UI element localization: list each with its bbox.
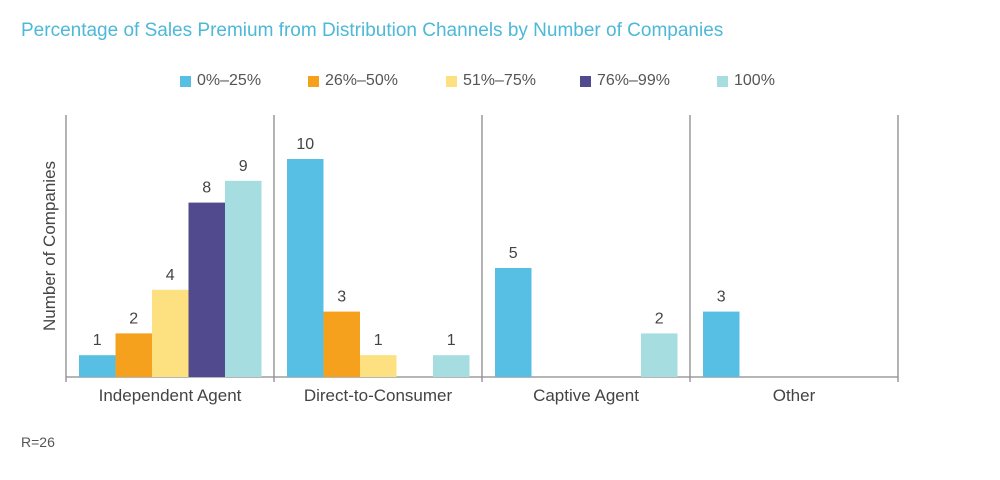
bar — [79, 355, 116, 377]
bar — [287, 159, 324, 377]
legend-swatch — [446, 75, 457, 87]
data-label: 10 — [296, 136, 314, 153]
data-label: 3 — [337, 289, 346, 306]
footnote: R=26 — [21, 434, 55, 450]
bar — [703, 311, 740, 377]
bar — [433, 355, 470, 377]
legend: 0%–25% 26%–50% 51%–75% 76%–99% 100% — [0, 72, 1000, 94]
data-label: 1 — [93, 332, 102, 349]
data-label: 3 — [717, 289, 726, 306]
x-tick-label: Direct-to-Consumer — [304, 386, 453, 405]
legend-swatch — [717, 75, 728, 87]
data-label: 5 — [509, 245, 518, 262]
data-label: 4 — [166, 267, 175, 284]
legend-label: 26%–50% — [325, 72, 398, 89]
legend-label: 100% — [734, 72, 775, 89]
data-label: 8 — [202, 180, 211, 197]
legend-label: 0%–25% — [197, 72, 262, 89]
legend-item: 76%–99% — [580, 72, 670, 90]
bar — [360, 355, 397, 377]
x-tick-label: Other — [773, 386, 816, 405]
bar — [641, 333, 678, 377]
legend-item: 51%–75% — [446, 72, 536, 90]
legend-swatch — [580, 75, 591, 87]
x-tick-label: Independent Agent — [99, 386, 242, 405]
bar — [495, 268, 532, 377]
legend-item: 100% — [717, 72, 775, 90]
data-label: 2 — [655, 310, 664, 327]
y-axis-label: Number of Companies — [40, 161, 59, 331]
bar — [323, 311, 360, 377]
bar — [152, 289, 189, 377]
bar — [225, 180, 262, 377]
legend-label: 51%–75% — [463, 72, 536, 89]
legend-swatch — [180, 75, 191, 87]
bar — [188, 202, 225, 377]
bar — [115, 333, 152, 377]
legend-swatch — [308, 75, 319, 87]
data-label: 1 — [447, 332, 456, 349]
x-tick-label: Captive Agent — [533, 386, 639, 405]
legend-item: 0%–25% — [180, 72, 261, 90]
legend-item: 26%–50% — [308, 72, 398, 90]
data-label: 9 — [239, 158, 248, 175]
legend-label: 76%–99% — [597, 72, 670, 89]
chart-title: Percentage of Sales Premium from Distrib… — [21, 20, 724, 41]
data-label: 1 — [374, 332, 383, 349]
data-label: 2 — [129, 310, 138, 327]
